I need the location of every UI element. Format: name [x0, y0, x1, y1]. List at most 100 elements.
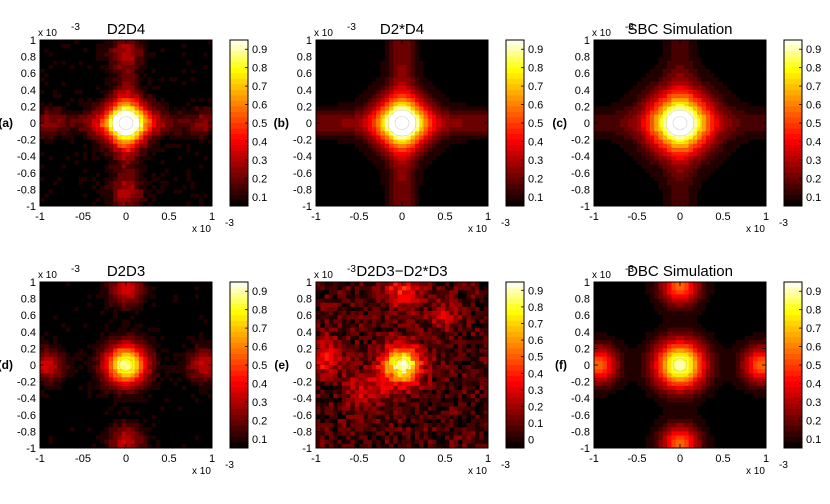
heatmap-cell — [440, 172, 446, 178]
heatmap-cell — [723, 168, 728, 174]
heatmap-cell — [74, 44, 80, 49]
heatmap-cell — [207, 127, 213, 132]
heatmap-cell — [684, 77, 689, 82]
heatmap-cell — [598, 48, 603, 53]
heatmap-cell — [95, 52, 101, 57]
heatmap-cell — [61, 131, 67, 136]
heatmap-cell — [406, 89, 411, 95]
heatmap-cell — [710, 114, 715, 120]
heatmap-cell — [602, 139, 608, 145]
y-tick-label: -0.2 — [17, 135, 36, 147]
heatmap-cell — [346, 189, 351, 194]
heatmap-cell — [479, 152, 485, 157]
heatmap-cell — [675, 93, 681, 99]
heatmap-cell — [380, 172, 386, 178]
heatmap-cell — [328, 181, 334, 186]
heatmap-cell — [160, 127, 166, 132]
heatmap-cell — [602, 44, 608, 49]
heatmap-cell — [684, 48, 689, 53]
heatmap-cell — [628, 56, 634, 62]
heatmap-cell — [40, 85, 45, 91]
heatmap-cell — [95, 139, 101, 145]
heatmap-cell — [432, 69, 437, 74]
heatmap-cell — [354, 106, 360, 111]
heatmap-cell — [48, 81, 54, 87]
heatmap-cell — [637, 44, 642, 49]
heatmap-cell — [87, 110, 92, 116]
heatmap-cell — [453, 181, 459, 186]
heatmap-cell — [662, 85, 668, 91]
heatmap-cell — [199, 172, 204, 178]
heatmap-cell — [61, 114, 67, 120]
heatmap-cell — [718, 168, 724, 174]
heatmap-cell — [108, 201, 114, 207]
heatmap-cell — [440, 98, 446, 103]
heatmap-cell — [658, 60, 664, 66]
heatmap-cell — [199, 56, 204, 62]
heatmap-cell — [445, 110, 450, 116]
heatmap-cell — [466, 123, 472, 128]
heatmap-cell — [207, 98, 213, 103]
heatmap-cell — [83, 172, 88, 178]
heatmap-cell — [44, 69, 49, 74]
heatmap-cell — [675, 123, 681, 128]
heatmap-cell — [324, 160, 330, 165]
heatmap-cell — [126, 193, 131, 199]
heatmap-cell — [423, 56, 429, 62]
heatmap-cell — [624, 44, 629, 49]
heatmap-cell — [723, 147, 728, 153]
heatmap-cell — [134, 56, 140, 62]
heatmap-cell — [761, 160, 767, 165]
heatmap-cell — [731, 156, 737, 161]
heatmap-cell — [190, 147, 196, 153]
heatmap-cell — [359, 197, 364, 203]
heatmap-cell — [367, 185, 373, 190]
heatmap-cell — [78, 143, 84, 149]
heatmap-cell — [316, 197, 321, 203]
heatmap-cell — [692, 156, 698, 161]
heatmap-cell — [160, 189, 166, 194]
heatmap-cell — [130, 172, 135, 178]
heatmap-cell — [427, 60, 433, 66]
heatmap-cell — [61, 152, 67, 157]
heatmap-cell — [108, 197, 114, 203]
heatmap-cell — [637, 176, 642, 182]
heatmap-cell — [414, 64, 420, 70]
heatmap-cell — [126, 127, 131, 132]
heatmap-cell — [70, 98, 75, 103]
heatmap-cell — [658, 127, 664, 132]
heatmap-cell — [671, 56, 677, 62]
heatmap-cell — [423, 131, 429, 136]
heatmap-cell — [483, 164, 489, 170]
heatmap-cell — [181, 172, 187, 178]
heatmap-cell — [354, 93, 360, 99]
heatmap-cell — [389, 52, 394, 57]
heatmap-cell — [410, 181, 416, 186]
heatmap-cell — [367, 114, 373, 120]
heatmap-cell — [449, 189, 454, 194]
heatmap-cell — [397, 156, 403, 161]
heatmap-cell — [414, 172, 420, 178]
heatmap-cell — [427, 48, 433, 53]
heatmap-cell — [380, 168, 386, 174]
heatmap-cell — [87, 131, 92, 136]
heatmap-cell — [91, 118, 97, 124]
heatmap-cell — [628, 139, 634, 145]
heatmap-cell — [479, 52, 485, 57]
heatmap-cell — [57, 143, 62, 149]
heatmap-cell — [100, 135, 105, 140]
heatmap-cell — [624, 98, 629, 103]
heatmap-cell — [40, 152, 45, 157]
contour-line — [104, 103, 148, 143]
heatmap-cell — [181, 40, 187, 45]
heatmap-cell — [337, 156, 343, 161]
heatmap-cell — [108, 98, 114, 103]
colorbar-segment — [230, 172, 248, 179]
colorbar-segment — [506, 89, 524, 96]
heatmap-cell — [147, 168, 153, 174]
heatmap-cell — [402, 131, 407, 136]
heatmap-cell — [692, 123, 698, 128]
heatmap-cell — [470, 81, 476, 87]
heatmap-cell — [40, 110, 45, 116]
colorbar-segment — [230, 45, 248, 52]
